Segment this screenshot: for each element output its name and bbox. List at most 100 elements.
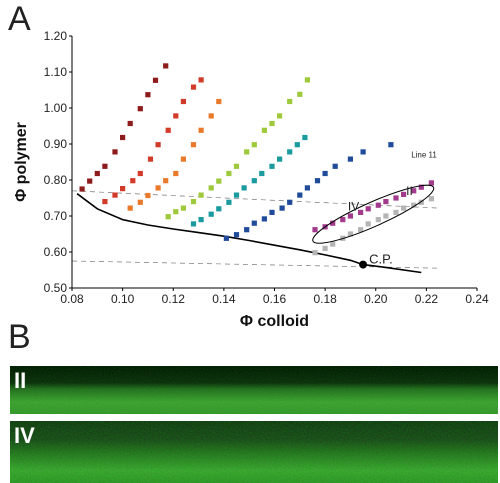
data-point	[330, 241, 336, 247]
data-point	[137, 106, 143, 112]
data-point	[155, 185, 161, 191]
data-point	[102, 163, 108, 169]
phase-diagram-chart: 0.08 0.10 0.12 0.14 0.16 0.18 0.20 0.22 0.24 0.50…	[13, 29, 489, 330]
data-point	[155, 142, 161, 148]
data-point	[269, 120, 275, 127]
data-point	[383, 199, 389, 205]
x-tick-label: 0.24	[465, 292, 489, 306]
data-point	[190, 221, 197, 227]
micrograph-iv-image	[10, 421, 498, 483]
data-point	[375, 202, 381, 208]
data-point	[251, 220, 257, 226]
data-point	[180, 156, 186, 162]
data-point	[79, 186, 85, 192]
plot-area	[72, 36, 477, 288]
data-point	[388, 142, 394, 148]
data-point	[259, 170, 265, 177]
data-point	[94, 170, 100, 177]
micrograph-iv-label: IV	[14, 423, 35, 448]
x-tick-label: 0.10	[111, 292, 135, 306]
data-point	[279, 205, 285, 211]
data-point	[312, 227, 318, 233]
data-point	[411, 188, 417, 194]
data-point	[163, 63, 169, 69]
data-point	[347, 213, 353, 219]
data-point	[208, 211, 214, 217]
data-point	[418, 199, 424, 205]
data-point	[120, 134, 126, 141]
y-tick-label: 0.60	[44, 245, 68, 259]
data-point	[322, 245, 328, 251]
data-point	[223, 235, 229, 241]
data-point	[198, 127, 204, 133]
line-11-label: Line 11	[411, 151, 437, 160]
data-point	[358, 227, 364, 233]
data-point	[297, 91, 303, 97]
data-point	[190, 199, 197, 205]
data-point	[198, 77, 204, 83]
micrograph-ii-label: II	[14, 368, 27, 393]
data-point	[173, 113, 179, 119]
data-point	[251, 142, 257, 148]
y-axis-label: Φ polymer	[13, 122, 30, 202]
data-point	[137, 199, 143, 205]
data-point	[418, 184, 424, 190]
data-point	[287, 98, 293, 105]
data-point	[269, 209, 275, 215]
y-tick-label: 0.90	[44, 137, 68, 151]
micrograph-ii: II	[10, 366, 498, 414]
data-point	[261, 127, 267, 133]
data-point	[130, 178, 136, 184]
binodal-curve	[76, 193, 422, 274]
data-point	[287, 199, 293, 205]
data-point	[198, 217, 204, 223]
data-point	[332, 163, 338, 169]
data-points	[79, 63, 434, 256]
data-point	[112, 149, 118, 155]
annotations: C.P. II IV Line 11	[312, 151, 437, 269]
data-point	[216, 98, 222, 105]
data-point	[233, 163, 240, 169]
data-point	[102, 199, 108, 205]
region-ii-label: II	[406, 184, 413, 198]
plot-background	[72, 36, 477, 288]
data-point	[312, 250, 318, 256]
x-tick-label: 0.08	[60, 292, 84, 306]
data-point	[360, 149, 366, 155]
data-point	[127, 120, 133, 127]
data-point	[365, 221, 371, 227]
tieline	[71, 260, 440, 269]
data-point	[358, 209, 364, 215]
data-point	[226, 199, 232, 205]
data-point	[322, 170, 328, 177]
data-point	[393, 195, 399, 201]
y-tick-label: 1.00	[44, 101, 68, 115]
x-tick-label: 0.18	[313, 292, 337, 306]
data-point	[233, 192, 240, 198]
x-tick-label: 0.20	[364, 292, 388, 306]
data-point	[393, 209, 399, 215]
data-point	[401, 205, 407, 211]
x-tick-label: 0.14	[212, 292, 236, 306]
data-point	[226, 170, 232, 177]
data-point	[127, 205, 133, 211]
x-tick-label: 0.16	[263, 292, 287, 306]
data-point	[233, 232, 240, 238]
data-point	[294, 142, 300, 148]
region-iv-label: IV	[348, 200, 359, 214]
data-point	[180, 205, 186, 211]
data-point	[365, 206, 371, 212]
region-ellipse	[312, 184, 435, 244]
data-point	[112, 192, 118, 198]
data-point	[411, 202, 417, 208]
y-tick-label: 0.70	[44, 209, 68, 223]
data-point	[314, 178, 321, 184]
data-point	[277, 113, 283, 119]
data-point	[269, 163, 275, 169]
data-point	[297, 192, 303, 198]
data-point	[173, 170, 179, 177]
data-point	[198, 192, 204, 198]
data-point	[287, 149, 293, 155]
data-point	[180, 98, 186, 105]
data-point	[347, 156, 353, 162]
